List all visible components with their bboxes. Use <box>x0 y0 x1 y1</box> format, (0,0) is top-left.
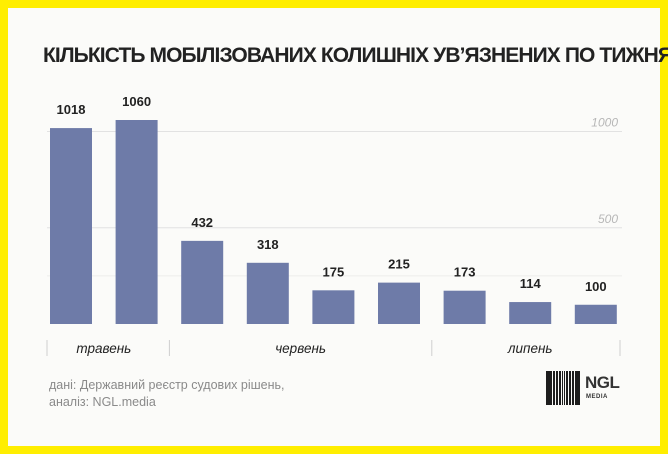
bar <box>509 302 552 324</box>
bar-value-label: 318 <box>257 237 279 252</box>
bar-value-label: 100 <box>585 279 607 294</box>
month-label: травень <box>76 341 131 356</box>
source-line-data: дані: Державний реєстр судових рішень, <box>49 378 285 392</box>
bar-value-label: 114 <box>520 276 542 291</box>
bar <box>246 262 289 324</box>
source-line-analysis: аналіз: NGL.media <box>49 395 156 409</box>
ngl-media-logo: NGL MEDIA <box>546 371 620 405</box>
bar-value-label: 1018 <box>57 102 86 117</box>
bar <box>50 128 92 324</box>
bar <box>378 282 420 324</box>
bar-value-label: 173 <box>454 265 476 280</box>
bar <box>574 304 617 324</box>
bar-value-label: 215 <box>388 257 410 272</box>
bar <box>181 240 224 324</box>
bar-value-label: 1060 <box>122 94 151 109</box>
bar <box>115 120 158 324</box>
logo-name: NGL <box>585 373 620 392</box>
chart-title: КІЛЬКІСТЬ МОБІЛІЗОВАНИХ КОЛИШНІХ УВ’ЯЗНЕ… <box>43 44 668 67</box>
source-note: дані: Державний реєстр судових рішень, а… <box>49 377 285 411</box>
logo-subtitle: MEDIA <box>586 394 608 400</box>
month-label: липень <box>507 341 553 356</box>
y-tick-label-1000: 1000 <box>591 116 618 130</box>
bar <box>443 290 486 324</box>
month-label: червень <box>275 341 326 356</box>
y-tick-label-500: 500 <box>598 212 618 226</box>
logo-stripes-icon <box>546 371 580 405</box>
bar-value-label: 432 <box>191 215 213 230</box>
bar <box>312 290 355 324</box>
bar-value-label: 175 <box>323 264 345 279</box>
